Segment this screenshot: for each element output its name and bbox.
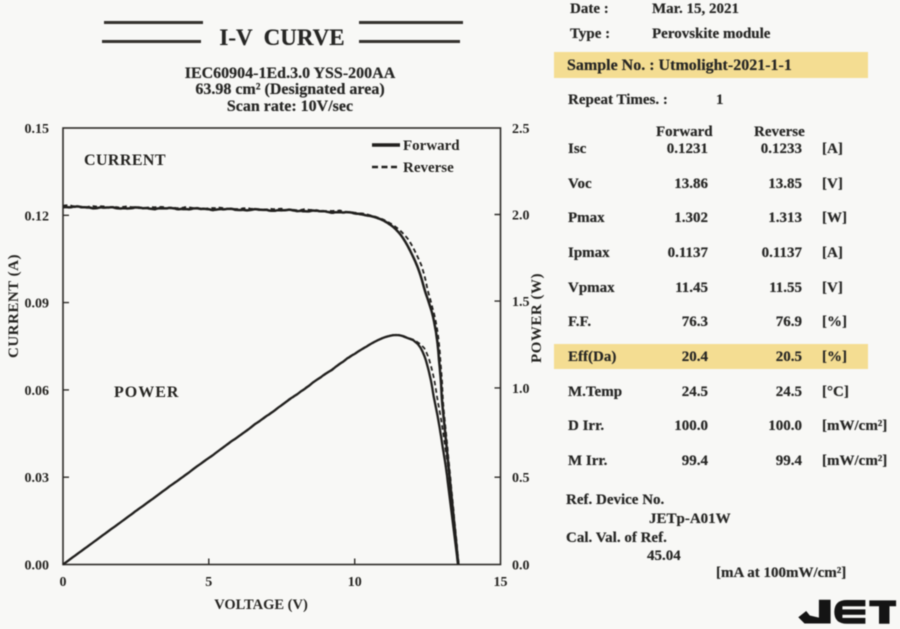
- svg-text:5: 5: [205, 575, 212, 590]
- svg-text:10: 10: [348, 575, 362, 590]
- svg-text:2.0: 2.0: [512, 209, 530, 224]
- svg-text:0.00: 0.00: [25, 559, 50, 574]
- svg-text:Reverse: Reverse: [403, 160, 454, 176]
- svg-text:0: 0: [60, 575, 67, 590]
- svg-text:2.5: 2.5: [512, 122, 530, 137]
- svg-text:0.15: 0.15: [25, 122, 50, 137]
- svg-text:0.5: 0.5: [512, 471, 530, 486]
- svg-text:CURRENT (A): CURRENT (A): [6, 254, 22, 358]
- svg-text:0.0: 0.0: [512, 559, 530, 574]
- svg-text:POWER: POWER: [114, 384, 179, 401]
- svg-text:VOLTAGE (V): VOLTAGE (V): [214, 597, 308, 613]
- svg-text:1.5: 1.5: [512, 295, 530, 310]
- svg-text:0.12: 0.12: [25, 209, 50, 224]
- svg-text:15: 15: [494, 575, 508, 590]
- svg-text:Forward: Forward: [403, 138, 460, 154]
- svg-text:POWER (W): POWER (W): [529, 273, 545, 363]
- svg-text:0.03: 0.03: [25, 471, 50, 486]
- svg-text:0.09: 0.09: [25, 297, 50, 312]
- svg-text:1.0: 1.0: [512, 382, 530, 397]
- svg-text:CURRENT: CURRENT: [84, 152, 166, 169]
- svg-text:0.06: 0.06: [25, 384, 50, 399]
